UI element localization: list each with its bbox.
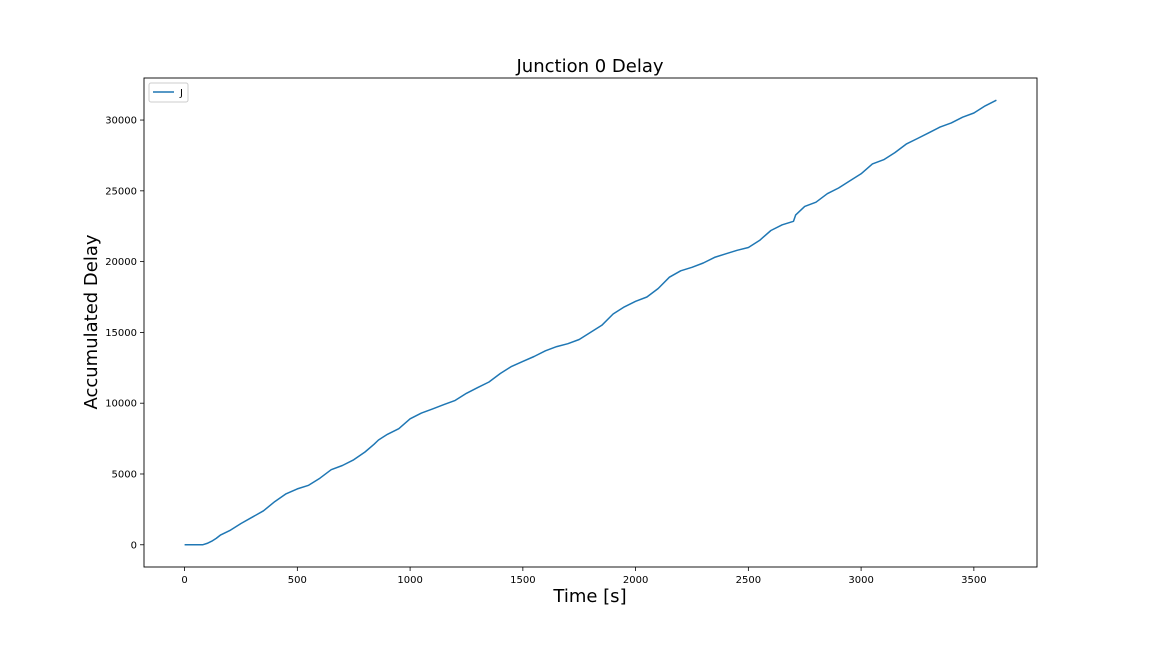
plot-area (184, 99, 997, 546)
x-tick-label: 3500 (961, 575, 986, 586)
y-tick-label: 15000 (105, 328, 137, 339)
x-tick-label: 1500 (510, 575, 535, 586)
chart-title: Junction 0 Delay (515, 56, 663, 77)
x-tick-label: 0 (181, 575, 187, 586)
legend: J (148, 82, 189, 103)
y-axis-ticks: 0 5000 10000 15000 20000 25000 30000 (105, 116, 144, 551)
x-tick-label: 1000 (397, 575, 422, 586)
y-axis-label: Accumulated Delay (81, 234, 102, 409)
y-tick-label: 0 (131, 540, 137, 551)
x-axis-ticks: 0 500 1000 1500 2000 2500 3000 3500 (181, 567, 987, 586)
legend-label-j: J (179, 88, 183, 99)
x-tick-label: 2500 (736, 575, 761, 586)
x-tick-label: 2000 (623, 575, 648, 586)
y-tick-label: 25000 (105, 186, 137, 197)
y-tick-label: 20000 (105, 257, 137, 268)
y-tick-label: 30000 (105, 116, 137, 127)
y-tick-label: 10000 (105, 399, 137, 410)
x-axis-label: Time [s] (552, 586, 626, 607)
y-tick-label: 5000 (112, 469, 137, 480)
x-tick-label: 500 (288, 575, 307, 586)
x-tick-label: 3000 (848, 575, 873, 586)
series-line-1 (184, 99, 997, 546)
axes-frame (143, 77, 1038, 568)
